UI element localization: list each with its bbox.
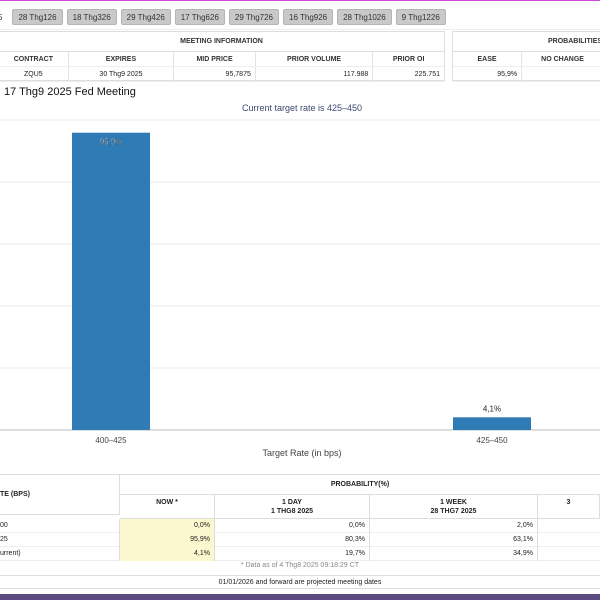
probability-row: 00 0,0% 0,0% 2,0% — [0, 519, 600, 533]
probability-value: 0,0% — [215, 519, 370, 533]
column-header-line1: NOW * — [156, 499, 178, 506]
header-mid-price: MID PRICE — [174, 52, 256, 66]
probability-column-header-3: 3 — [538, 495, 600, 519]
header-expires: EXPIRES — [69, 52, 175, 66]
tab-meeting-5[interactable]: 29 Thg726 — [228, 9, 279, 25]
header-prior-volume: PRIOR VOLUME — [256, 52, 374, 66]
probability-chart: Current target rate is 425–450 95,9% 400–4… — [0, 100, 600, 470]
probability-column-header-0: NOW * — [120, 495, 215, 519]
probability-value: 2,0% — [370, 519, 538, 533]
probability-row: 25 95,9% 80,3% 63,1% — [0, 533, 600, 547]
probability-value: 0,0% — [120, 519, 215, 533]
prior-volume-value: 117.988 — [256, 67, 374, 81]
x-tick-label: 425–450 — [476, 436, 508, 445]
probability-header: PROBABILITY(%) — [120, 475, 600, 495]
mid-price-value: 95,7875 — [174, 67, 256, 81]
target-rate-label: urrent) — [0, 547, 120, 561]
tab-meeting-8[interactable]: 9 Thg1226 — [395, 9, 446, 25]
target-rate-label: 00 — [0, 519, 120, 533]
probability-value: 4,1% — [120, 547, 215, 561]
probabilities-title: PROBABILITIES — [453, 32, 600, 52]
probabilities-header-row: EASE NO CHANGE — [453, 52, 600, 67]
tab-meeting-2[interactable]: 18 Thg326 — [66, 9, 117, 25]
probability-column-header-2: 1 WEEK 28 THG7 2025 — [370, 495, 538, 519]
data-label: 4,1% — [483, 404, 501, 413]
probability-value: 63,1% — [370, 533, 538, 547]
header-prior-oi: PRIOR OI — [392, 56, 425, 63]
tab-meeting-7[interactable]: 28 Thg1026 — [337, 9, 392, 25]
probability-column-header-1: 1 DAY 1 THG8 2025 — [215, 495, 370, 519]
meeting-tabs: 5 28 Thg126 18 Thg326 29 Thg426 17 Thg626 29 … — [0, 0, 600, 30]
meeting-information-header-row: CONTRACT EXPIRES MID PRICE PRIOR VOLUME … — [0, 52, 444, 67]
tab-meeting-4[interactable]: 17 Thg626 — [174, 9, 225, 25]
header-contract: CONTRACT — [0, 52, 69, 66]
data-timestamp-note: * Data as of 4 Thg8 2025 09:18:29 CT — [240, 562, 360, 569]
footer-bar — [0, 594, 600, 600]
target-rate-label: 25 — [0, 533, 120, 547]
expires-value: 30 Thg9 2025 — [69, 67, 175, 81]
column-header-line1: 3 — [566, 499, 571, 506]
meeting-title: 17 Thg9 2025 Fed Meeting — [4, 86, 136, 98]
column-header-line1: 1 WEEK — [440, 499, 467, 506]
contract-value: ZQU5 — [0, 67, 69, 81]
probability-table: TE (BPS) PROBABILITY(%) NOW * 1 DAY 1 THG8… — [0, 474, 600, 588]
probability-value: 80,3% — [215, 533, 370, 547]
target-rate-header: TE (BPS) — [0, 475, 120, 515]
probability-value: 19,7% — [215, 547, 370, 561]
tab-meeting-1[interactable]: 28 Thg126 — [12, 9, 63, 25]
meeting-information-table: MEETING INFORMATION CONTRACT EXPIRES MID… — [0, 31, 445, 82]
probabilities-table: PROBABILITIES EASE NO CHANGE 95,9% — [452, 31, 600, 82]
bar-400–425 — [72, 132, 150, 430]
no-change-value — [522, 67, 600, 81]
probabilities-row: 95,9% — [453, 67, 600, 82]
meeting-information-row: ZQU5 30 Thg9 2025 95,7875 117.988 225.75… — [0, 67, 444, 82]
probability-row: urrent) 4,1% 19,7% 34,9% — [0, 547, 600, 561]
prior-oi-value: 225.751 — [414, 71, 440, 78]
data-label: 95,9% — [100, 138, 123, 147]
chart-svg: Current target rate is 425–450 95,9% 400–4… — [0, 103, 600, 458]
x-axis-label: Target Rate (in bps) — [262, 448, 341, 458]
column-header-line2: 1 THG8 2025 — [270, 508, 314, 515]
bar-425–450 — [453, 417, 531, 430]
column-header-line2: 28 THG7 2025 — [430, 508, 477, 515]
tab-strip: 5 28 Thg126 18 Thg326 29 Thg426 17 Thg626 29 … — [0, 9, 446, 25]
probability-value: 95,9% — [120, 533, 215, 547]
tab-meeting-3[interactable]: 29 Thg426 — [120, 9, 171, 25]
ease-value: 95,9% — [453, 67, 523, 81]
tab-meeting-0[interactable]: 5 — [0, 9, 9, 25]
chart-title: Current target rate is 425–450 — [242, 103, 362, 113]
probability-value: 34,9% — [370, 547, 538, 561]
tab-meeting-6[interactable]: 16 Thg926 — [283, 9, 334, 25]
meeting-information-title: MEETING INFORMATION — [0, 32, 444, 52]
x-tick-label: 400–425 — [95, 436, 127, 445]
column-header-line1: 1 DAY — [282, 499, 302, 506]
projected-dates-note: 01/01/2026 and forward are projected mee… — [0, 575, 600, 589]
header-ease: EASE — [453, 52, 523, 66]
header-no-change: NO CHANGE — [541, 56, 584, 63]
